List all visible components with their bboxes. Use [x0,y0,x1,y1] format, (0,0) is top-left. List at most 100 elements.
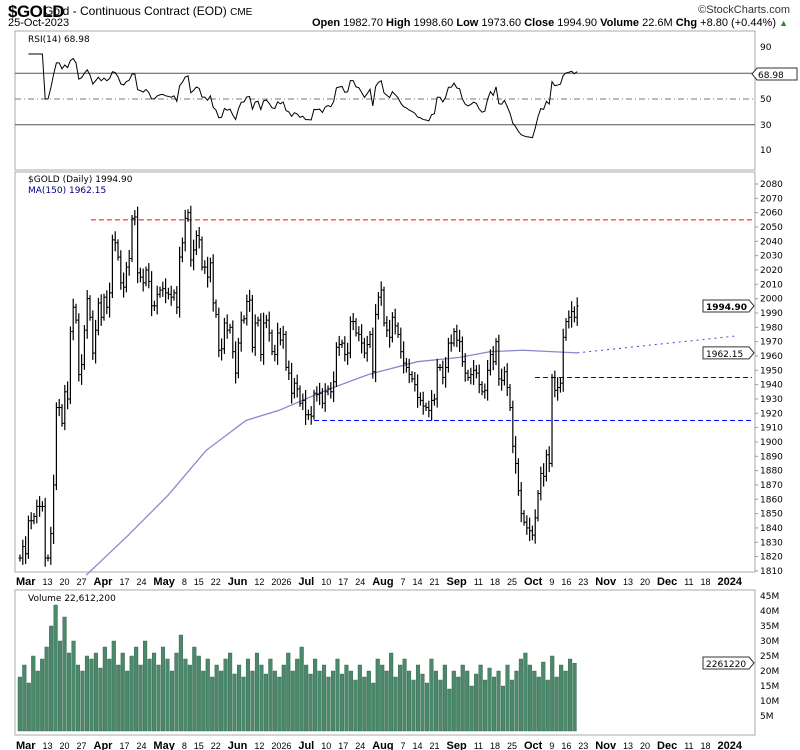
volume-bar [469,685,474,732]
price-tick: 1830 [760,538,783,548]
price-bar [547,446,551,473]
volume-bar [143,640,148,732]
volume-bar [550,655,555,732]
price-bar [329,382,333,399]
price-bar [483,383,487,399]
volume-bar [71,640,76,732]
price-bar [466,369,470,381]
volume-bar [147,658,152,732]
price-tick: 1910 [760,424,783,434]
x-axis-label: 17 [338,577,348,587]
price-tick: 1950 [760,366,783,376]
price-bar [239,311,243,352]
price-bar [491,345,495,371]
price-bar [54,402,58,491]
price-bar [234,341,238,384]
price-bar [346,342,350,365]
price-bar [68,326,72,405]
price-bar [152,300,156,311]
x-axis-label: 12 [254,741,264,750]
volume-bar [559,664,564,732]
volume-tick: 20M [760,667,779,677]
volume-bar [116,664,121,732]
price-bar [320,388,324,409]
close-value: 1994.90 [557,17,598,29]
price-bar [217,307,221,358]
volume-value: 22.6M [642,17,673,29]
x-axis-label: Jun [228,740,248,750]
price-bar [284,331,288,371]
volume-bar [138,664,143,732]
volume-tick: 30M [760,637,779,647]
price-bar [130,214,134,262]
price-bar [141,268,145,292]
x-axis-label: Oct [524,576,543,588]
open-label: Open [311,17,341,29]
volume-bar [514,670,519,732]
price-bar [500,368,504,391]
volume-tick: 40M [760,607,779,617]
price-bar [127,249,131,276]
price-bar [133,210,137,226]
price-bar [144,266,148,287]
price-bar [124,261,128,293]
ma-label: MA(150) 1962.15 [28,186,106,196]
volume-bar [505,664,510,732]
price-bar [236,337,240,379]
price-bar [91,310,95,360]
price-bar [298,385,302,407]
price-bar [558,378,562,393]
volume-bar [487,667,492,732]
price-bar [570,301,574,328]
price-bar [516,458,520,496]
x-axis-label: 18 [490,741,500,750]
x-axis-label: 27 [77,741,87,750]
price-bar [66,381,70,410]
x-axis-label: Apr [94,576,114,588]
price-bar [40,501,44,512]
price-bar [463,353,467,382]
volume-bar [415,664,421,732]
x-axis-label: Oct [524,740,543,750]
volume-bar [58,640,63,732]
price-tick: 2060 [760,209,783,219]
price-bar [306,409,310,420]
volume-bar [98,667,103,732]
price-bar [519,482,523,523]
volume-bar [313,658,318,732]
volume-bar [174,652,179,732]
x-axis-label: Dec [657,576,677,588]
price-bar [444,357,448,388]
volume-bar [402,658,407,732]
volume-bar [492,676,497,732]
volume-bar [281,664,286,732]
price-bar [80,354,84,385]
x-axis-label: 17 [119,741,129,750]
volume-bar [232,673,237,732]
x-axis-label: Nov [595,740,617,750]
price-bar [522,510,526,526]
volume-bar [196,655,201,732]
price-bar [340,339,344,348]
price-bar [486,359,490,401]
price-bar [528,517,532,542]
volume-bar [572,663,577,732]
price-bar [273,344,277,362]
volume-bar [447,688,452,732]
volume-bar [187,664,192,732]
volume-bar [509,679,514,732]
price-bar [533,509,537,544]
volume-bar [536,676,541,732]
x-axis-label: 11 [684,741,693,750]
price-bar [32,513,36,525]
volume-bar [357,664,362,732]
volume-bar [17,676,22,732]
volume-tick: 35M [760,622,779,632]
volume-bar [31,655,36,732]
x-axis-label: May [153,576,175,588]
price-bar [203,260,207,274]
x-axis-label: Jul [298,740,314,750]
price-bar [374,304,378,383]
volume-bar [438,679,443,732]
volume-bar [102,646,107,732]
